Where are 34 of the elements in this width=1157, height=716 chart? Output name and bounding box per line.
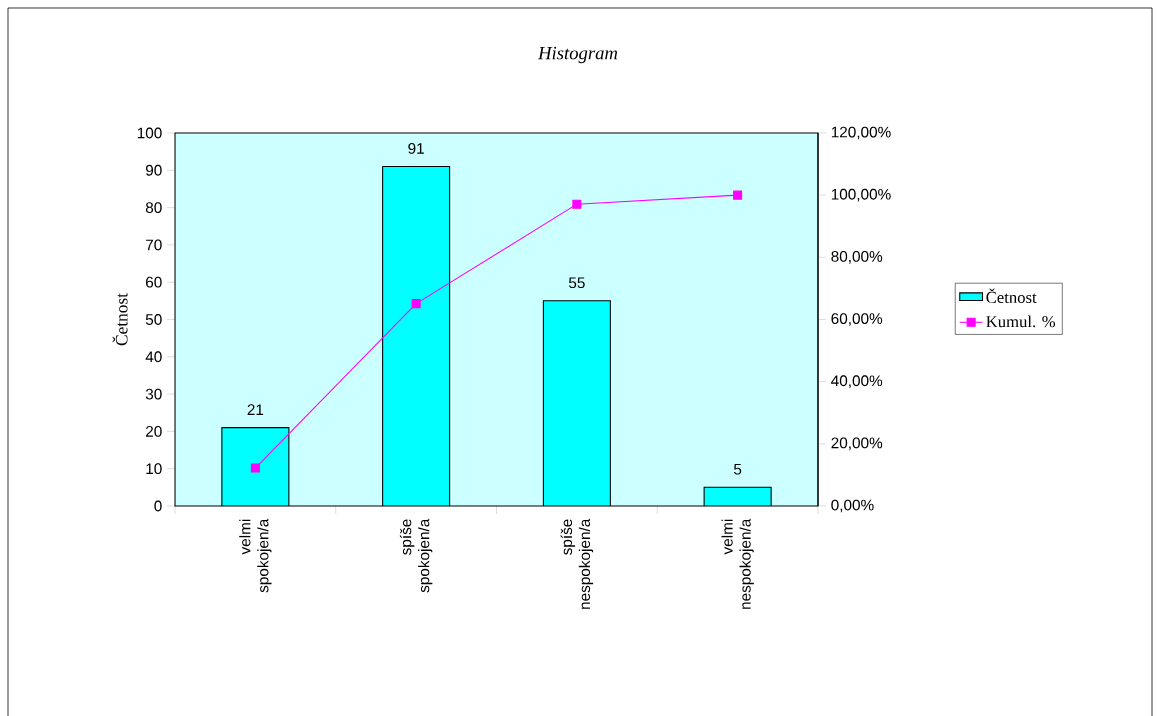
y-tick-label: 100: [137, 127, 162, 139]
point: [250, 463, 260, 473]
x-tick-label: spíše nespokojen/a: [560, 518, 594, 609]
y-tick-label: 0: [154, 500, 162, 512]
y-axis-title: Četnost: [112, 293, 128, 346]
y-tick-label: 50: [145, 314, 162, 325]
y-tick-label: 30: [145, 388, 162, 400]
data-label: 5: [733, 463, 742, 475]
data-label: 91: [408, 142, 424, 154]
y-tick-label: 60: [146, 276, 162, 288]
y2-tick-label: 100,00%: [831, 188, 891, 202]
y-tick-label: 80: [145, 202, 162, 214]
legend-label: Četnost: [986, 288, 1037, 304]
y2-tick-label: 80,00%: [831, 250, 883, 264]
legend-label: Kumul. %: [986, 315, 1056, 328]
y-tick-label: 20: [146, 425, 162, 437]
point: [411, 299, 421, 309]
data-label: 21: [247, 404, 264, 415]
x-tick-label: velmi spokojen/a: [239, 518, 272, 593]
chart-title: Histogram: [537, 46, 618, 64]
point: [572, 199, 582, 209]
data-label: 55: [568, 277, 585, 289]
x-tick-label: velmi nespokojen/a: [721, 518, 754, 609]
y2-tick-label: 0,00%: [831, 499, 874, 513]
point: [733, 190, 743, 200]
y-tick-label: 90: [145, 164, 162, 176]
y-tick-label: 70: [146, 239, 162, 251]
y2-tick-label: 60,00%: [831, 313, 883, 326]
y-tick-label: 10: [146, 463, 162, 475]
y2-tick-label: 20,00%: [831, 437, 883, 451]
x-tick-label: spíše spokojen/a: [399, 518, 433, 593]
y2-tick-label: 120,00%: [831, 126, 891, 140]
y-tick-label: 40: [145, 351, 162, 363]
y2-tick-label: 40,00%: [831, 375, 883, 388]
